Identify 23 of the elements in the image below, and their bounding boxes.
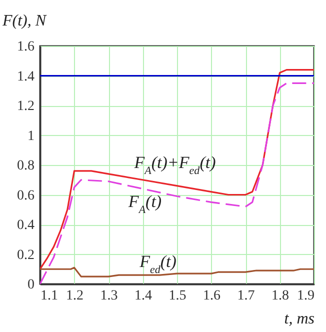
x-tick-label: 1.1 bbox=[40, 288, 58, 304]
annotation: F$_{ed}$(t) bbox=[138, 252, 177, 276]
y-tick-label: 1.2 bbox=[17, 99, 34, 114]
y-tick-label: 0 bbox=[28, 278, 34, 292]
annotation: F$_{A}$(t) bbox=[127, 192, 162, 216]
x-tick-label: 1.8 bbox=[272, 288, 289, 304]
x-tick-label: 1.6 bbox=[203, 288, 220, 304]
x-axis-title: t, ms bbox=[284, 310, 314, 328]
y-tick-label: 1.6 bbox=[17, 40, 34, 54]
y-tick-label: 0.8 bbox=[17, 158, 34, 174]
x-tick-label: 1.3 bbox=[100, 288, 118, 304]
annotation: F$_{A}$(t)+F$_{ed}$(t) bbox=[133, 153, 216, 177]
y-tick-label: 0.4 bbox=[17, 218, 34, 233]
y-tick-label: 0.6 bbox=[17, 188, 34, 204]
y-axis-title: F(t), N bbox=[2, 12, 48, 30]
x-tick-label: 1.9 bbox=[297, 288, 314, 304]
x-tick-label: 1.2 bbox=[66, 288, 84, 304]
x-tick-label: 1.5 bbox=[168, 288, 186, 304]
y-tick-label: 1.4 bbox=[17, 69, 34, 84]
y-tick-label: 1 bbox=[28, 128, 34, 144]
x-tick-label: 1.7 bbox=[237, 288, 255, 304]
x-tick-label: 1.4 bbox=[134, 288, 152, 304]
y-tick-label: 0.2 bbox=[17, 248, 34, 263]
